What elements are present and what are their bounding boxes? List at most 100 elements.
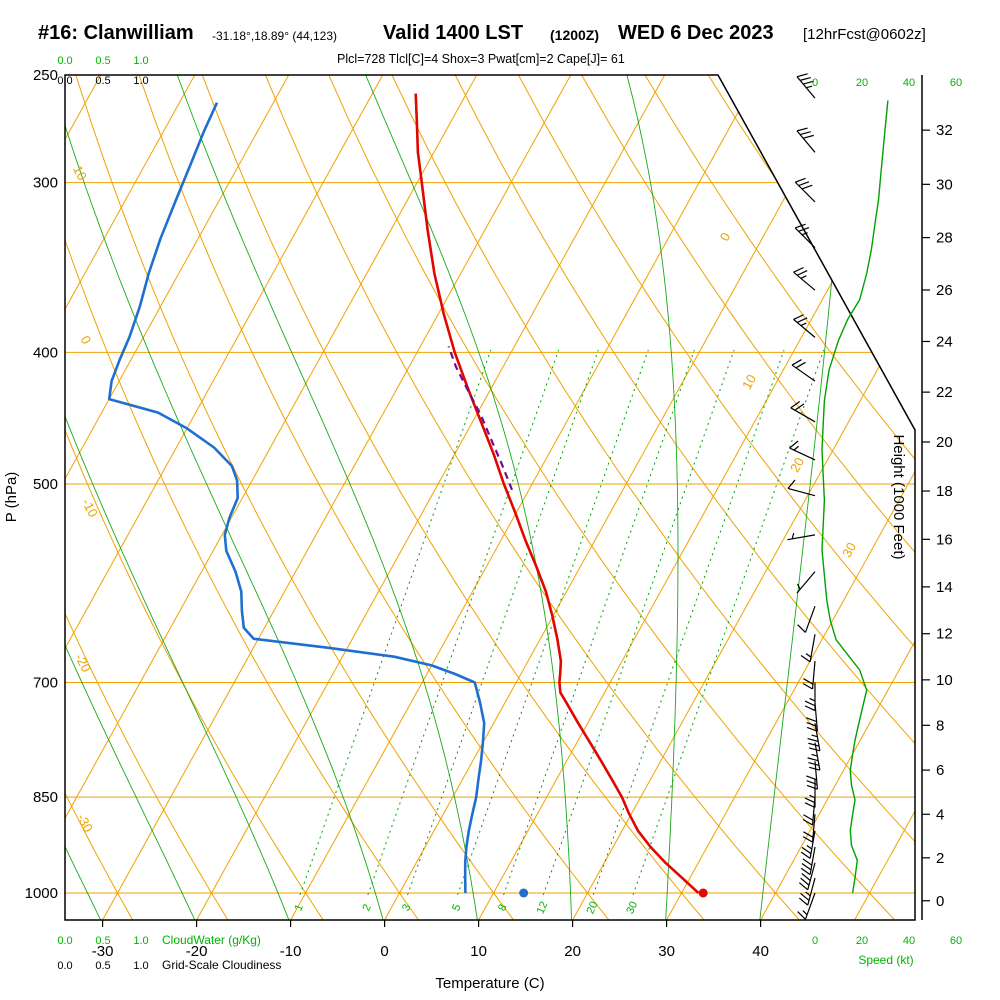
temperature-tick-label: 20 (564, 943, 581, 960)
isotherm-label: 10 (739, 372, 759, 392)
mixing-ratio-label: 1 (293, 903, 306, 913)
wind-barb (789, 440, 816, 461)
speed-scale-bottom: 0 (812, 935, 818, 947)
grid-layer (65, 75, 915, 920)
forecast-tag: [12hrFcst@0602z] (803, 26, 926, 43)
cloudiness-scale-bottom: 1.0 (133, 960, 148, 972)
wind-barb (796, 127, 816, 153)
dry-adiabat-label: 0 (78, 333, 95, 346)
height-tick-label: 28 (936, 230, 953, 247)
dry-adiabat-label: -30 (74, 811, 96, 835)
cloudiness-scale-bottom: 0.5 (95, 960, 110, 972)
wind-barb (800, 830, 816, 859)
temperature-tick-label: 30 (658, 943, 675, 960)
cloudiness-axis-label: Grid-Scale Cloudiness (162, 958, 281, 972)
dry-adiabat-label: -20 (72, 651, 94, 675)
wind-barb (793, 266, 816, 291)
wind-barb (798, 877, 816, 906)
height-tick-label: 24 (936, 333, 953, 350)
height-tick-label: 6 (936, 762, 944, 779)
mixing-ratio-label: 3 (400, 903, 413, 913)
height-tick-label: 10 (936, 672, 953, 689)
wind-barb (802, 797, 816, 826)
temperature-tick-label: 10 (470, 943, 487, 960)
height-tick-label: 2 (936, 850, 944, 867)
temperature-profile (414, 93, 700, 894)
cloudiness-scale-top: 1.0 (133, 75, 148, 87)
speed-scale-top: 0 (812, 77, 818, 89)
wind-barb (787, 479, 816, 497)
pressure-tick-label: 1000 (25, 885, 58, 902)
wind-barb (798, 862, 816, 891)
valid-date: WED 6 Dec 2023 (618, 22, 774, 44)
temperature-tick-label: -10 (280, 943, 302, 960)
cloudiness-scale-top: 0.5 (95, 75, 110, 87)
mixing-ratio-label: 5 (450, 903, 463, 913)
cloudwater-scale-bottom: 0.5 (95, 935, 110, 947)
pressure-tick-label: 700 (33, 675, 58, 692)
temperature-tick-label: 40 (752, 943, 769, 960)
wind-barb (802, 661, 816, 690)
cloudwater-axis-label: CloudWater (g/Kg) (162, 933, 261, 947)
speed-scale-bottom: 20 (856, 935, 868, 947)
temperature-axis-label: Temperature (C) (435, 975, 544, 992)
speed-scale-bottom: 40 (903, 935, 915, 947)
temperature-surface-marker (698, 888, 708, 898)
height-tick-label: 26 (936, 282, 953, 299)
pressure-tick-label: 250 (33, 67, 58, 84)
wind-barb (796, 73, 816, 99)
speed-axis-label: Speed (kt) (858, 953, 913, 967)
wind-barb (794, 223, 816, 249)
pressure-tick-label: 500 (33, 476, 58, 493)
speed-scale-top: 20 (856, 77, 868, 89)
stability-indices: Plcl=728 Tlcl[C]=4 Shox=3 Pwat[cm]=2 Cap… (337, 52, 625, 66)
mixing-ratio-label: 20 (585, 900, 601, 916)
wind-barb (804, 682, 816, 712)
wind-barb (807, 742, 821, 771)
cloudiness-scale-bottom: 0.0 (57, 960, 72, 972)
wind-barb (800, 846, 816, 876)
height-tick-label: 12 (936, 626, 953, 643)
height-tick-label: 14 (936, 579, 953, 596)
station-title: #16: Clanwilliam (38, 22, 194, 44)
dewpoint-profile (107, 102, 486, 894)
cloudwater-scale-bottom: 1.0 (133, 935, 148, 947)
height-tick-label: 22 (936, 384, 953, 401)
mixing-ratio-label: 12 (535, 900, 551, 916)
height-tick-label: 20 (936, 434, 953, 451)
plot-border-layer (64, 74, 916, 921)
height-tick-label: 0 (936, 893, 944, 910)
height-tick-label: 32 (936, 122, 953, 139)
wind-barb (807, 723, 821, 752)
height-tick-label: 18 (936, 483, 953, 500)
isotherm-label: 20 (787, 455, 807, 475)
cloudwater-scale-top: 0.5 (95, 55, 110, 67)
wind-barb (806, 761, 819, 790)
isotherm-label: 0 (717, 230, 734, 244)
wind-barbs-layer (787, 73, 889, 920)
mixing-ratio-label: 2 (360, 903, 373, 913)
cloudiness-scale-top: 0.0 (57, 75, 72, 87)
parcel_path-profile (447, 346, 514, 491)
pressure-axis-label: P (hPa) (3, 472, 20, 523)
wind-barb (802, 814, 816, 843)
height-tick-label: 4 (936, 806, 944, 823)
cloudwater-scale-bottom: 0.0 (57, 935, 72, 947)
pressure-tick-label: 300 (33, 175, 58, 192)
temperature-tick-label: -30 (92, 943, 114, 960)
wind-barb (794, 177, 816, 203)
wind-speed-profile (821, 100, 889, 894)
speed-scale-top: 40 (903, 77, 915, 89)
wind-barb (793, 314, 816, 338)
dry-adiabat-label: -10 (79, 496, 101, 520)
height-axis-label: Height (1000 Feet) (890, 434, 907, 559)
station-coords: -31.18°,18.89° (44,123) (212, 29, 338, 43)
valid-zulu: (1200Z) (550, 27, 600, 43)
mixing-ratio-label: 8 (496, 903, 509, 913)
profiles-layer (107, 93, 708, 898)
wind-barb (787, 532, 816, 541)
dry-adiabat-label: 10 (70, 163, 90, 183)
